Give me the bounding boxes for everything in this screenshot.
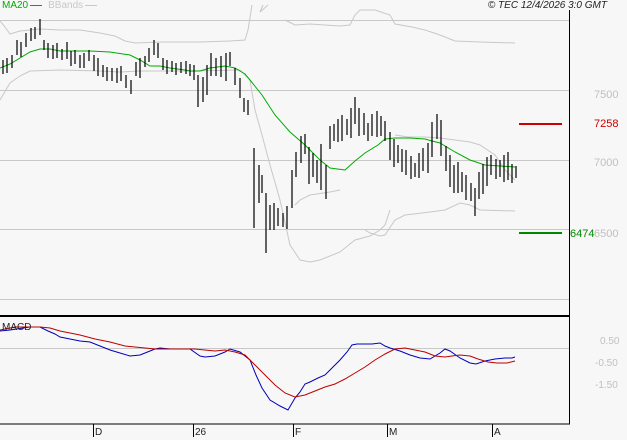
x-tick-2026: 26 bbox=[195, 427, 207, 438]
x-tick-dec: D bbox=[95, 427, 103, 438]
legend-bbands: BBands bbox=[48, 0, 84, 11]
legend-ma20: MA20 bbox=[2, 0, 29, 11]
bollinger-bands bbox=[0, 4, 516, 263]
macd-tick-0.50: 0.50 bbox=[600, 336, 620, 347]
copyright-timestamp: © TEC 12/4/2026 3:0 GMT bbox=[487, 0, 607, 11]
x-tick-apr: A bbox=[494, 427, 501, 438]
ohlc-bars bbox=[2, 19, 517, 253]
price-gridlines bbox=[0, 20, 569, 300]
x-tick-mar: M bbox=[389, 427, 398, 438]
price-tick-6500: 6500 bbox=[594, 228, 619, 240]
legend-bbands-swatch bbox=[85, 4, 98, 6]
macd-line bbox=[0, 326, 516, 411]
signal-line bbox=[0, 326, 516, 398]
macd-lines bbox=[0, 326, 516, 411]
macd-title: MACD bbox=[2, 322, 32, 333]
support-label: 6474 bbox=[570, 228, 595, 240]
macd-tick--1.50: -1.50 bbox=[595, 380, 618, 391]
resistance-label: 7258 bbox=[594, 118, 619, 130]
chart-legend: MA20 BBands bbox=[2, 0, 98, 11]
price-tick-7000: 7000 bbox=[594, 157, 619, 169]
x-tick-feb: F bbox=[295, 427, 302, 438]
ma20-line bbox=[0, 48, 516, 171]
macd-tick--0.50: -0.50 bbox=[595, 358, 618, 369]
legend-ma20-swatch bbox=[30, 4, 43, 6]
x-axis-ticks bbox=[93, 424, 493, 437]
price-tick-7500: 7500 bbox=[594, 89, 619, 101]
